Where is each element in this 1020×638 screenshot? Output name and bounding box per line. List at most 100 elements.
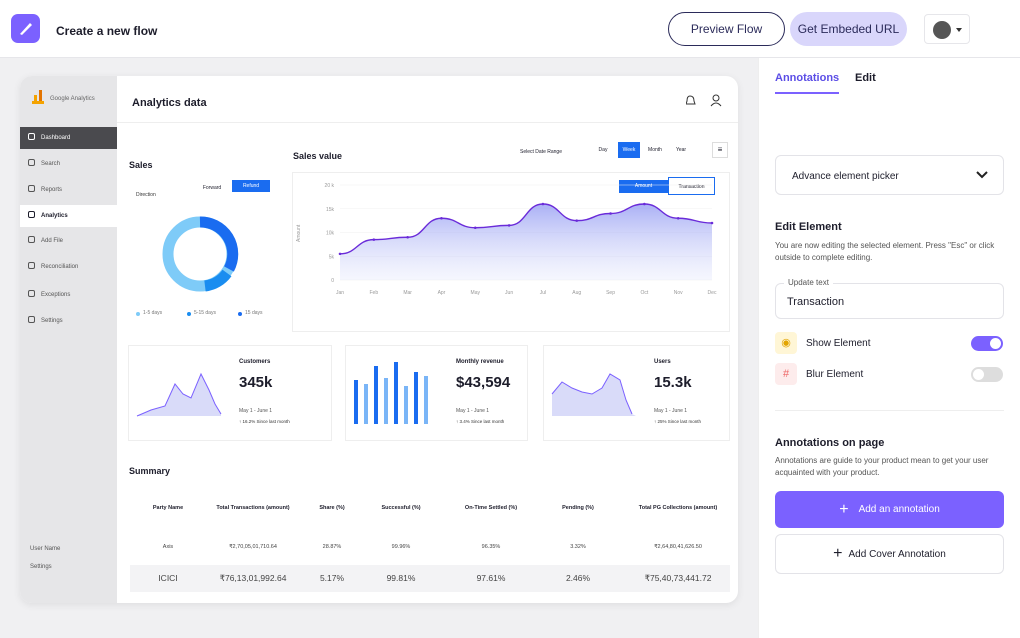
- x-tick-label: Mar: [403, 290, 412, 296]
- sales-point: [473, 226, 477, 230]
- x-tick-label: Oct: [640, 290, 648, 296]
- sales-point: [575, 219, 579, 222]
- nav-label: Reports: [41, 187, 63, 193]
- nav-label: Analytics: [41, 213, 68, 219]
- nav-item[interactable]: Exceptions: [20, 284, 117, 306]
- blur-toggle[interactable]: [971, 367, 1003, 382]
- menu-button[interactable]: ≡: [712, 142, 728, 158]
- sales-point: [372, 238, 376, 241]
- tab-underline: [775, 92, 839, 94]
- picker[interactable]: Advance element picker: [775, 155, 1004, 195]
- refund-toggle[interactable]: Refund: [232, 180, 270, 192]
- table-cell: 97.61%: [476, 573, 506, 583]
- legend-dot: [187, 312, 191, 316]
- table-cell: 28.87%: [322, 544, 342, 550]
- sales-point: [406, 235, 409, 239]
- nav-item[interactable]: Search: [20, 153, 117, 175]
- x-tick-label: Feb: [370, 290, 379, 296]
- table-cell: 99.81%: [386, 573, 416, 583]
- nav-icon: [28, 133, 35, 140]
- nav-icon: [28, 316, 35, 323]
- legend-dot: [136, 312, 140, 316]
- card-change: ↑ 3.4% Since last month: [456, 419, 505, 424]
- range-option[interactable]: Week: [618, 142, 640, 158]
- table-header: Total PG Collections (amount): [638, 505, 718, 511]
- forward-toggle[interactable]: Forward: [202, 185, 222, 191]
- footer-nav-item[interactable]: Settings: [30, 564, 52, 570]
- card-value: 15.3k: [654, 374, 692, 391]
- x-tick-label: Jun: [505, 290, 513, 296]
- x-tick-label: Nov: [674, 290, 683, 296]
- edit-desc: You are now editing the selected element…: [775, 241, 995, 262]
- card-title: Customers: [239, 359, 271, 365]
- show-toggle[interactable]: [971, 336, 1003, 351]
- sales-point: [676, 216, 680, 220]
- annotations-tab[interactable]: Annotations: [775, 72, 840, 84]
- transaction-toggle[interactable]: Transaction: [668, 177, 715, 195]
- logo: [11, 14, 40, 43]
- nav-item[interactable]: Reports: [20, 179, 117, 201]
- sales-area: [340, 204, 712, 280]
- range-option[interactable]: Day: [598, 147, 608, 153]
- nav-item[interactable]: Dashboard: [20, 127, 117, 149]
- embed-button[interactable]: Get Embeded URL: [790, 12, 907, 46]
- table-header: Successful (%): [381, 505, 421, 511]
- panel-divider: [775, 410, 1004, 411]
- table-cell: ICICI: [158, 573, 178, 583]
- nav-label: Search: [41, 161, 61, 167]
- range-option[interactable]: Year: [675, 147, 687, 153]
- table-cell: ₹75,40,73,441.72: [644, 573, 712, 583]
- top-icons: [686, 94, 722, 107]
- nav-label: Exceptions: [41, 292, 71, 298]
- sales-point: [643, 202, 646, 206]
- header: Create a new flow Preview Flow Get Embed…: [0, 0, 1020, 58]
- range-option[interactable]: Month: [648, 147, 662, 153]
- table-header: On-Time Settled (%): [464, 505, 518, 511]
- nav-item[interactable]: Analytics: [20, 205, 117, 227]
- plus: +: [833, 545, 843, 562]
- table-header: Total Transactions (amount): [216, 505, 290, 511]
- logo-icon: [20, 23, 32, 35]
- x-tick-label: Jan: [336, 290, 344, 296]
- sales-value-chart: Amount 0 5k 10k 15k 20 k Jan Feb Mar Apr May Jun Ju…: [296, 183, 717, 296]
- nav-icon: [28, 211, 35, 218]
- edit-tab[interactable]: Edit: [855, 72, 876, 84]
- legend-label: 5-15 days: [194, 310, 216, 316]
- profile-menu[interactable]: [924, 14, 970, 44]
- card-value: $43,594: [456, 374, 511, 391]
- y-tick-label: 10k: [326, 231, 335, 237]
- sales-point: [338, 252, 342, 256]
- x-tick-label: Apr: [438, 290, 446, 296]
- x-tick-label: May: [471, 290, 481, 296]
- table-cell: 96.35%: [481, 544, 501, 550]
- card-value: 345k: [239, 374, 273, 391]
- add-annotation-button[interactable]: + Add an annotation: [775, 491, 1004, 528]
- cover-annotation-button[interactable]: + Add Cover Annotation: [775, 534, 1004, 574]
- preview-button[interactable]: Preview Flow: [668, 12, 785, 46]
- nav-label: Settings: [41, 318, 63, 324]
- brand-name: Google Analytics: [50, 96, 95, 102]
- table-header: Pending (%): [562, 505, 594, 511]
- nav-item[interactable]: Settings: [20, 310, 117, 332]
- card-change: ↑ 16.2% Since last month: [239, 419, 290, 424]
- sparkline: [551, 373, 636, 416]
- blur-label: Blur Element: [806, 369, 864, 380]
- nav-item[interactable]: Reconciliation: [20, 256, 117, 278]
- dashboard-title: Analytics data: [132, 97, 207, 109]
- sparkline: [136, 372, 222, 417]
- footer-nav-item[interactable]: User Name: [30, 546, 61, 552]
- avatar: [933, 21, 951, 39]
- text-field[interactable]: Update text Transaction: [775, 278, 1004, 319]
- nav-item[interactable]: Add File: [20, 230, 117, 252]
- amount-toggle[interactable]: Amount: [619, 180, 668, 193]
- blur-icon: #: [775, 363, 797, 385]
- donut: [162, 216, 239, 292]
- nav-icon: [28, 290, 35, 297]
- cover-annotation-text: Add Cover Annotation: [848, 548, 946, 560]
- y-axis-label: Amount: [296, 224, 302, 242]
- edit-title: Edit Element: [775, 221, 842, 233]
- table-cell: 3.32%: [570, 544, 586, 550]
- right-panel: Annotations Edit Advance element picker …: [758, 58, 1020, 638]
- nav-icon: [28, 159, 35, 166]
